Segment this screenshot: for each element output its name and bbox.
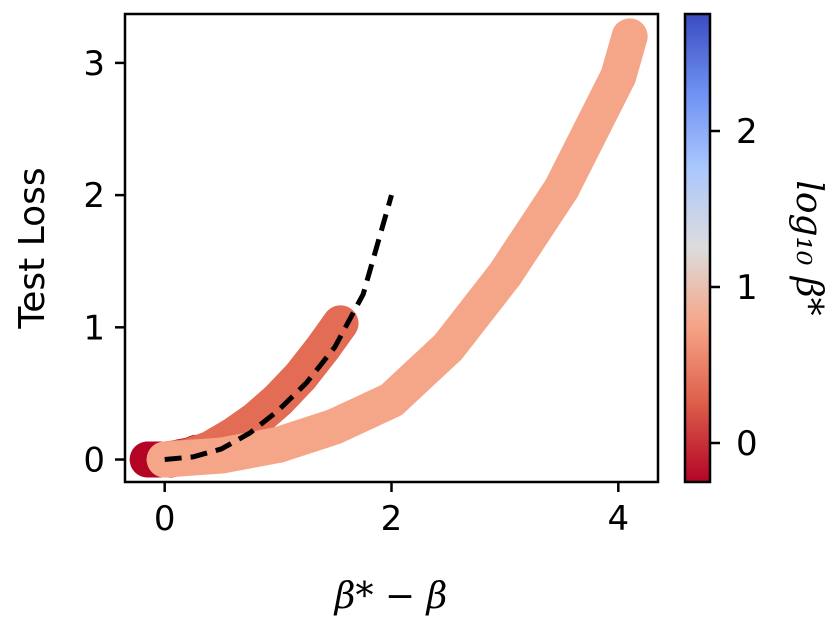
data-point <box>600 58 637 95</box>
reference-curve-layer <box>164 194 394 463</box>
colorbar-tick-label: 2 <box>736 112 758 152</box>
data-point <box>260 426 297 463</box>
y-tick-label: 2 <box>83 176 105 216</box>
y-tick-label: 3 <box>83 44 105 84</box>
colorbar-gradient <box>685 14 710 482</box>
x-tick-label: 2 <box>381 499 403 539</box>
data-point <box>282 358 319 395</box>
reference-curve <box>164 194 394 463</box>
colorbar-tick-label: 0 <box>736 424 758 464</box>
data-point <box>430 329 467 366</box>
data-point <box>486 256 523 293</box>
y-tick-label: 1 <box>83 308 105 348</box>
y-tick-label: 0 <box>83 441 105 481</box>
x-tick-label: 4 <box>607 499 629 539</box>
data-point <box>373 382 410 419</box>
colorbar-ticks: 0 1 2 <box>710 112 758 464</box>
colorbar-tick-label: 1 <box>736 268 758 308</box>
data-point <box>260 382 297 419</box>
data-point <box>203 437 240 474</box>
x-axis-ticks: 0 2 4 <box>154 482 629 539</box>
colorbar-frame <box>683 12 712 484</box>
colorbar-label: log₁₀ β* <box>788 180 829 315</box>
colorbar: 0 1 2 log₁₀ β* <box>683 12 829 484</box>
y-axis-ticks: 0 1 2 3 <box>83 44 125 481</box>
data-point <box>316 408 353 445</box>
plot-area <box>129 18 648 478</box>
series-layer <box>129 18 648 478</box>
data-point <box>543 170 580 207</box>
x-axis-label: β* − β <box>333 576 448 617</box>
y-axis-label: Test Loss <box>12 167 53 329</box>
data-point <box>611 18 648 55</box>
x-tick-label: 0 <box>154 499 176 539</box>
series-2-band <box>146 18 648 478</box>
data-point <box>322 305 359 342</box>
